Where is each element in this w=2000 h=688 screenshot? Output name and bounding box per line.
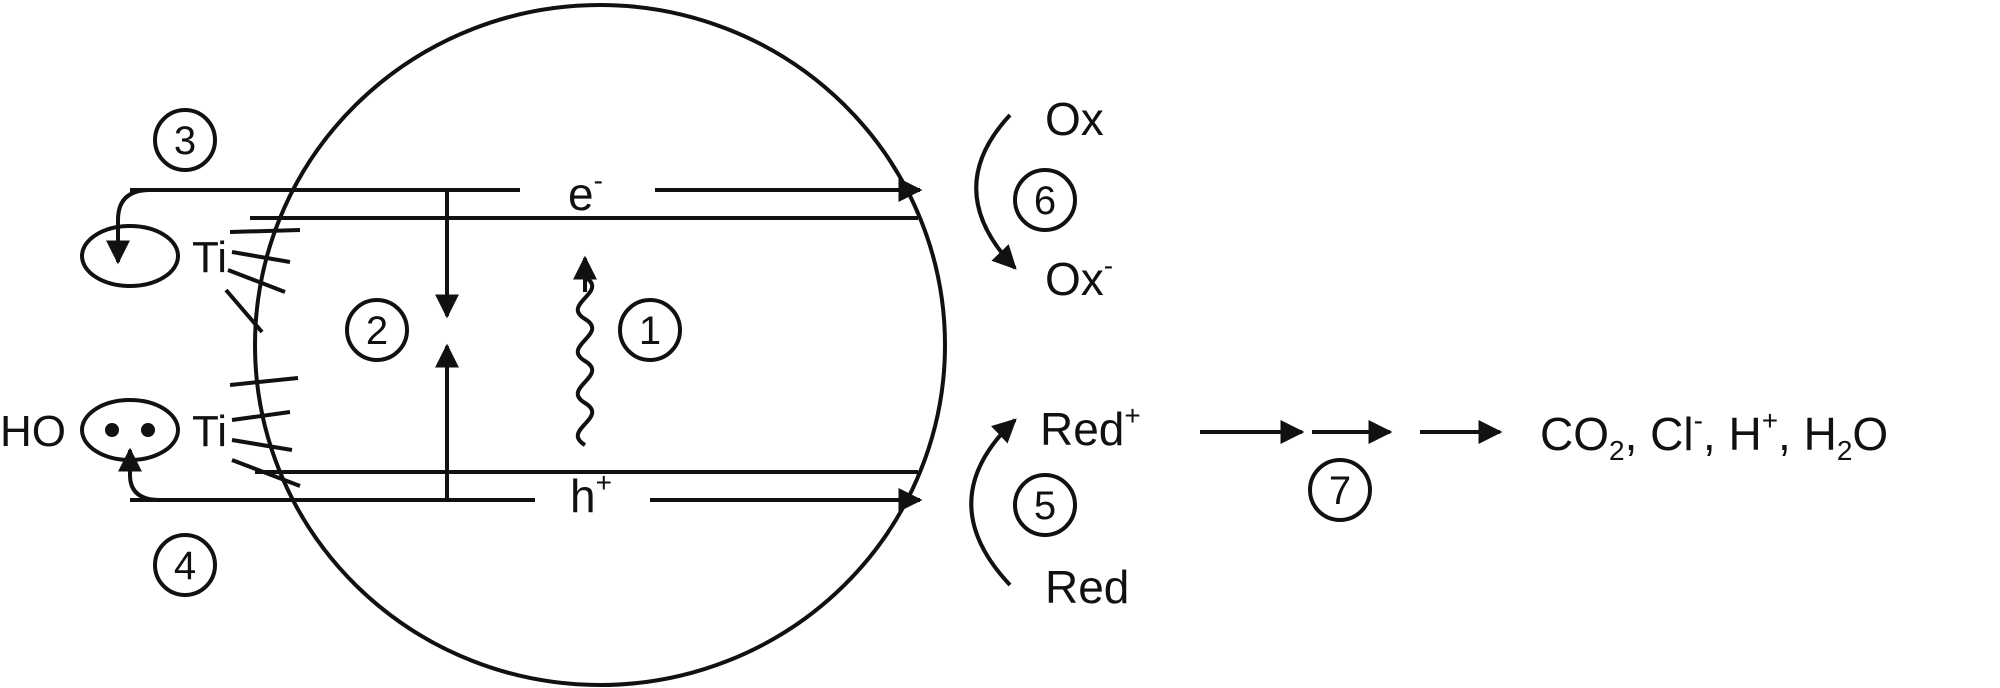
step-number-5: 5 (1034, 484, 1056, 528)
ti-label-top: Ti (192, 233, 227, 282)
step-circle-3 (153, 108, 217, 172)
step-circle-2 (345, 298, 409, 362)
adsorbed-species-bottom (80, 398, 180, 462)
ho-label: HO (0, 407, 66, 456)
surface-bond (229, 228, 301, 234)
step-number-7: 7 (1329, 469, 1351, 513)
step4-arrow-path (118, 447, 161, 502)
step-circle-4 (153, 533, 217, 597)
ox-label: Ox (1045, 93, 1104, 145)
ox-minus-label: Ox- (1045, 250, 1113, 305)
step6-arrow-path (974, 113, 1017, 270)
red-plus-label: Red+ (1040, 400, 1141, 455)
step5-arrow-path (969, 418, 1017, 587)
adsorbed-species-top (80, 224, 180, 288)
surface-bond (224, 288, 264, 334)
step-number-1: 1 (639, 309, 661, 353)
products-label: CO2, Cl-, H+, H2O (1540, 405, 1888, 466)
step-number-6: 6 (1034, 179, 1056, 223)
step-circle-6 (1013, 168, 1077, 232)
surface-bond (227, 268, 286, 294)
surface-bond (231, 410, 291, 422)
step-circle-7 (1308, 458, 1372, 522)
surface-bond (231, 458, 301, 488)
ti-label-bottom: Ti (192, 407, 227, 456)
surface-bond (229, 376, 299, 387)
e-label-bg (525, 168, 650, 210)
red-label: Red (1045, 561, 1129, 613)
step-circle-5 (1013, 473, 1077, 537)
hole-dot (141, 423, 155, 437)
electron-label: e- (568, 165, 603, 220)
step-circle-1 (618, 298, 682, 362)
hole-dot (105, 423, 119, 437)
surface-bond (231, 438, 293, 452)
photon-wave (575, 275, 595, 447)
hole-label: h+ (570, 467, 612, 522)
step3-arrow-path (106, 188, 151, 265)
step-number-4: 4 (174, 544, 196, 588)
particle-circle (253, 3, 947, 687)
step-number-2: 2 (366, 309, 388, 353)
h-label-bg (540, 480, 650, 522)
step-number-3: 3 (174, 119, 196, 163)
surface-bond (231, 250, 291, 264)
